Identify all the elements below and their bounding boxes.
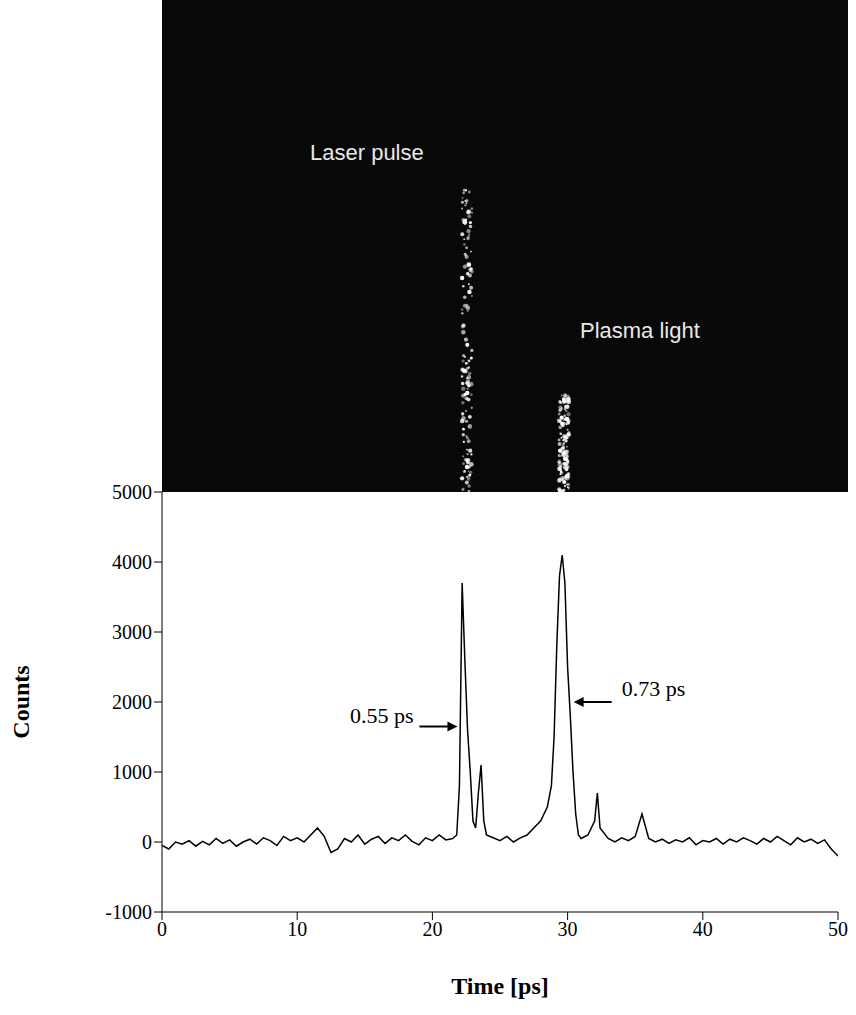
svg-text:3000: 3000 [112, 621, 152, 643]
svg-text:-1000: -1000 [105, 901, 152, 923]
svg-text:50: 50 [828, 918, 848, 940]
svg-text:Time [ps]: Time [ps] [451, 973, 549, 999]
svg-text:40: 40 [693, 918, 713, 940]
svg-text:Counts: Counts [8, 665, 34, 738]
svg-text:4000: 4000 [112, 551, 152, 573]
svg-text:20: 20 [422, 918, 442, 940]
html-text:Plasma light: Plasma light [580, 318, 700, 343]
html-text:Laser pulse: Laser pulse [310, 140, 424, 165]
svg-text:0: 0 [142, 831, 152, 853]
svg-text:2000: 2000 [112, 691, 152, 713]
svg-text:30: 30 [558, 918, 578, 940]
svg-text:0.55 ps: 0.55 ps [350, 703, 414, 728]
svg-text:5000: 5000 [112, 481, 152, 503]
svg-text:10: 10 [287, 918, 307, 940]
svg-text:0: 0 [157, 918, 167, 940]
svg-text:0.73 ps: 0.73 ps [622, 676, 686, 701]
svg-text:1000: 1000 [112, 761, 152, 783]
